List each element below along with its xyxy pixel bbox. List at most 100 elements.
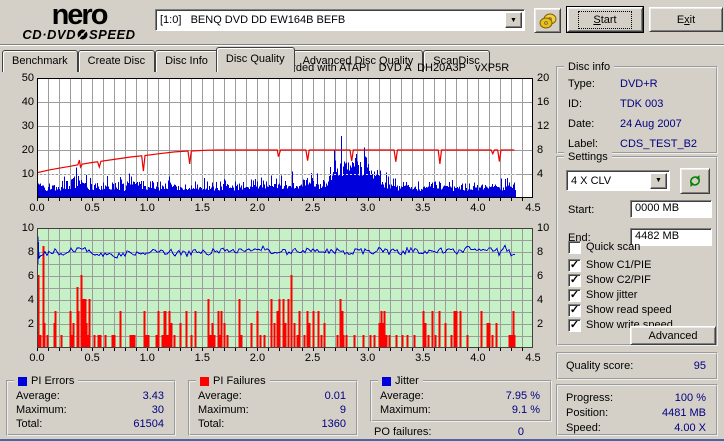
speed-selector[interactable]: 4 X CLV ▼ bbox=[566, 170, 670, 191]
disc-logo-icon bbox=[77, 29, 88, 40]
stat-row: Maximum: 30 bbox=[16, 404, 164, 416]
speed-selector-dropdown-arrow-icon[interactable]: ▼ bbox=[650, 172, 667, 189]
refresh-icon bbox=[689, 175, 701, 187]
checkbox-label: Show jitter bbox=[586, 289, 638, 301]
refresh-button[interactable] bbox=[680, 168, 710, 194]
disc-info-row-date: Date: 24 Aug 2007 bbox=[568, 118, 682, 130]
pi-errors-legend-swatch bbox=[18, 376, 27, 386]
axis-tick-label: 10 bbox=[21, 168, 34, 180]
window-bottom-edge bbox=[0, 439, 724, 441]
pi-errors-stats-panel: PI Errors Average: 3.43 Maximum: 30 Total:… bbox=[6, 375, 176, 436]
quality-score-row: Quality score: 95 bbox=[566, 360, 706, 372]
show-read-speed-checkbox[interactable] bbox=[568, 303, 581, 317]
cd-dvd-speed-logo-text: CD·DVD SPEED bbox=[4, 28, 154, 41]
jitter-legend-swatch bbox=[382, 376, 391, 386]
checkbox-label: Quick scan bbox=[586, 241, 641, 253]
progress-row: Progress: 100 % bbox=[566, 392, 706, 404]
exit-button-label: Exit bbox=[676, 13, 696, 26]
checkbox-label: Show C2/PIF bbox=[586, 274, 651, 286]
stat-row: Average: 3.43 bbox=[16, 390, 164, 402]
stat-row: Total: 1360 bbox=[198, 418, 346, 430]
progress-panel: Progress: 100 % Position: 4481 MB Speed: 4.… bbox=[556, 384, 718, 436]
show-c2-pif-checkbox[interactable] bbox=[568, 273, 581, 287]
axis-tick-label: 10 bbox=[21, 222, 34, 234]
tab-create-disc[interactable]: Create Disc bbox=[77, 50, 156, 72]
disc-info-title: Disc info bbox=[564, 61, 615, 73]
axis-tick-label: 6 bbox=[27, 270, 34, 282]
axis-tick-label: 2 bbox=[27, 318, 34, 330]
disc-info-row-type: Type: DVD+R bbox=[568, 78, 658, 90]
advanced-button[interactable]: Advanced bbox=[630, 326, 716, 345]
jitter-stats-panel: Jitter Average: 7.95 % Maximum: 9.1 % bbox=[370, 375, 552, 422]
quick-scan-checkbox[interactable] bbox=[568, 240, 581, 254]
disc-info-panel: Disc info Type: DVD+R ID: TDK 003 Date: 24 … bbox=[556, 61, 718, 154]
tab-disc-quality[interactable]: Disc Quality bbox=[215, 47, 295, 72]
quality-score-panel: Quality score: 95 bbox=[556, 352, 718, 380]
axis-tick-label: 20 bbox=[21, 144, 34, 156]
disc-info-row-id: ID: TDK 003 bbox=[568, 98, 664, 110]
pi-failures-stats-panel: PI Failures Average: 0.01 Maximum: 9 Total… bbox=[188, 375, 358, 436]
speed-row: Speed: 4.00 X bbox=[566, 422, 706, 434]
exit-button[interactable]: Exit bbox=[649, 7, 723, 32]
pi-failures-legend: PI Failures bbox=[196, 375, 270, 387]
axis-tick-label: 30 bbox=[21, 120, 34, 132]
discs-icon bbox=[539, 13, 556, 28]
show-write-speed-checkbox[interactable] bbox=[568, 318, 581, 332]
po-failures-label: PO failures: bbox=[374, 426, 432, 438]
jitter-chart-canvas bbox=[37, 228, 534, 351]
start-field-label: Start: bbox=[568, 204, 595, 216]
logo-cd-dvd: CD·DVD bbox=[22, 27, 76, 42]
disc-tools-button[interactable] bbox=[534, 8, 561, 33]
nero-logo: nero CD·DVD SPEED bbox=[4, 0, 154, 42]
jitter-legend: Jitter bbox=[378, 375, 423, 387]
header-divider bbox=[0, 44, 724, 46]
quality-score-label: Quality score: bbox=[566, 360, 634, 372]
pi-errors-legend: PI Errors bbox=[14, 375, 79, 387]
checkbox-row-show-c1-pie[interactable]: Show C1/PIE bbox=[568, 258, 651, 272]
po-failures-row: PO failures: 0 bbox=[374, 426, 524, 438]
stat-row: Average: 7.95 % bbox=[380, 390, 540, 402]
checkbox-label: Show read speed bbox=[586, 304, 672, 316]
tab-disc-info[interactable]: Disc Info bbox=[155, 50, 218, 72]
tab-advanced-disc-quality[interactable]: Advanced Disc Quality bbox=[292, 50, 424, 72]
jitter-pi-failures-chart bbox=[37, 228, 534, 355]
axis-tick-label: 40 bbox=[21, 96, 34, 108]
tab-scandisc[interactable]: ScanDisc bbox=[423, 50, 490, 72]
start-button[interactable]: Start bbox=[567, 7, 643, 32]
tab-benchmark[interactable]: Benchmark bbox=[2, 50, 78, 72]
logo-speed: SPEED bbox=[88, 27, 136, 42]
po-failures-value: 0 bbox=[517, 426, 524, 438]
tab-bar: Benchmark Create Disc Disc Info Disc Qualit… bbox=[2, 47, 490, 72]
speed-selector-value: 4 X CLV bbox=[571, 174, 612, 187]
nero-logo-text: nero bbox=[51, 0, 109, 31]
axis-tick-label: 50 bbox=[21, 72, 34, 84]
stat-row: Maximum: 9.1 % bbox=[380, 404, 540, 416]
settings-panel: Settings 4 X CLV ▼ Start: 0000 MB End: 4… bbox=[556, 151, 718, 346]
drive-selector-value: [1:0] BENQ DVD DD EW164B BEFB bbox=[160, 14, 346, 26]
start-button-label: Start bbox=[578, 10, 632, 29]
checkbox-row-show-jitter[interactable]: Show jitter bbox=[568, 288, 637, 302]
stat-row: Average: 0.01 bbox=[198, 390, 346, 402]
settings-title: Settings bbox=[564, 151, 612, 163]
position-row: Position: 4481 MB bbox=[566, 407, 706, 419]
end-field[interactable]: 4482 MB bbox=[630, 228, 712, 246]
checkbox-row-show-c2-pif[interactable]: Show C2/PIF bbox=[568, 273, 651, 287]
pi-errors-chart bbox=[36, 78, 534, 205]
axis-tick-label: 4 bbox=[27, 294, 34, 306]
drive-selector[interactable]: [1:0] BENQ DVD DD EW164B BEFB ▼ bbox=[155, 9, 525, 31]
stat-row: Total: 61504 bbox=[16, 418, 164, 430]
start-field[interactable]: 0000 MB bbox=[630, 200, 712, 218]
show-jitter-checkbox[interactable] bbox=[568, 288, 581, 302]
checkbox-row-quick-scan[interactable]: Quick scan bbox=[568, 240, 640, 254]
pi-failures-legend-swatch bbox=[200, 376, 209, 386]
checkbox-label: Show C1/PIE bbox=[586, 259, 652, 271]
advanced-button-label: Advanced bbox=[648, 329, 698, 342]
checkbox-row-show-read-speed[interactable]: Show read speed bbox=[568, 303, 672, 317]
pi-errors-chart-canvas bbox=[36, 78, 534, 201]
quality-score-value: 95 bbox=[693, 360, 706, 372]
axis-tick-label: 8 bbox=[27, 246, 34, 258]
drive-selector-dropdown-arrow-icon[interactable]: ▼ bbox=[505, 12, 522, 28]
disc-info-row-label: Label: CDS_TEST_B2 bbox=[568, 138, 698, 150]
show-c1-pie-checkbox[interactable] bbox=[568, 258, 581, 272]
